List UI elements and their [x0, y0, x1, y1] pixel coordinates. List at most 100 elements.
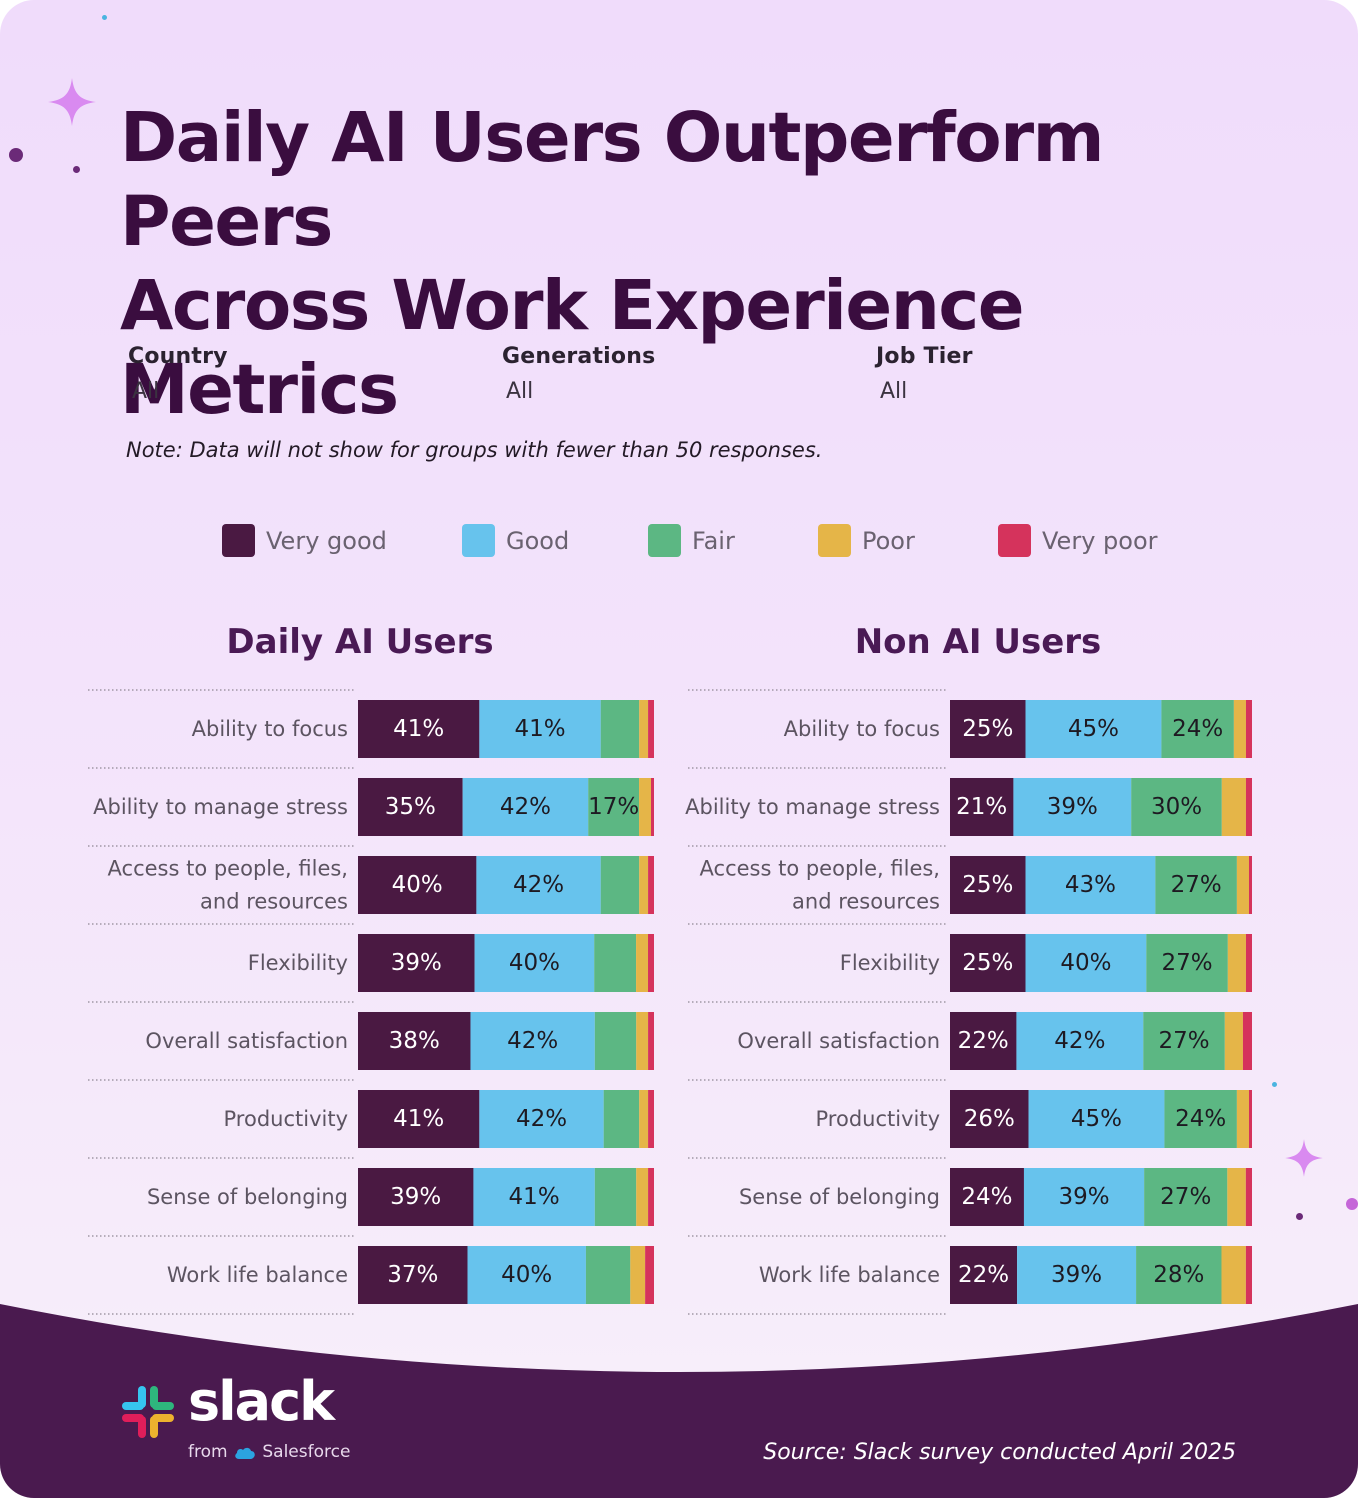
- bar-segment: [636, 934, 649, 992]
- category-label: Flexibility: [840, 951, 940, 975]
- bar-segment: [594, 1168, 637, 1226]
- bar-segment: [1025, 856, 1156, 914]
- bar-segment: [1164, 1090, 1237, 1148]
- data-label: 40%: [509, 950, 560, 976]
- filter-value[interactable]: All: [880, 379, 908, 404]
- sparkle-icon: [1285, 1139, 1323, 1177]
- category-label: Productivity: [224, 1107, 349, 1131]
- bar-segment: [1233, 700, 1246, 758]
- data-label: 25%: [962, 950, 1013, 976]
- bar-segment: [950, 1168, 1024, 1226]
- bar-segment: [1245, 934, 1252, 992]
- bar-segment: [1221, 1246, 1246, 1304]
- category-label: Overall satisfaction: [737, 1029, 940, 1053]
- legend-swatch: [462, 524, 495, 557]
- bar-segment: [1144, 1168, 1228, 1226]
- filter-value[interactable]: All: [506, 379, 534, 404]
- bar-segment: [1016, 1012, 1144, 1070]
- bar-segment: [648, 856, 654, 914]
- bar-segment: [462, 778, 589, 836]
- bar-segment: [648, 934, 654, 992]
- legend-item: Poor: [818, 524, 915, 557]
- from-salesforce: from Salesforce: [188, 1442, 350, 1462]
- stacked-bar-chart: Ability to focus 41% 41% Ability to manage …: [88, 689, 654, 1315]
- bar-segment: [1155, 856, 1237, 914]
- legend-label: Very poor: [1042, 526, 1158, 555]
- bar-segment: [1245, 700, 1252, 758]
- data-label: 22%: [958, 1028, 1009, 1054]
- data-label: 24%: [961, 1184, 1012, 1210]
- title-line-1: Daily AI Users Outperform Peers: [120, 98, 1105, 262]
- bar-segment: [476, 856, 601, 914]
- data-label: 39%: [390, 1184, 441, 1210]
- category-label: Work life balance: [167, 1263, 348, 1287]
- bar-segment: [358, 1090, 480, 1148]
- sparkle-icon: [48, 78, 96, 126]
- bar-segment: [358, 1168, 474, 1226]
- data-label: 30%: [1151, 794, 1202, 820]
- data-label: 41%: [509, 1184, 560, 1210]
- bar-segment: [639, 1090, 649, 1148]
- data-label: 40%: [392, 872, 443, 898]
- bar-segment: [648, 1168, 654, 1226]
- bar-segment: [1224, 1012, 1243, 1070]
- data-label: 41%: [514, 716, 565, 742]
- bar-segment: [1017, 1246, 1137, 1304]
- data-note: Note: Data will not show for groups with…: [126, 438, 823, 462]
- bar-segment: [1025, 700, 1162, 758]
- category-label: Access to people, files,: [700, 857, 940, 881]
- legend-item: Fair: [648, 524, 735, 557]
- bar-segment: [648, 700, 654, 758]
- bar-segment: [1146, 934, 1228, 992]
- bar-segment: [594, 1012, 637, 1070]
- panel-title-non-ai-users: Non AI Users: [854, 622, 1102, 662]
- filter-generations[interactable]: Generations All: [502, 344, 655, 404]
- bar-segment: [470, 1012, 595, 1070]
- bar-segment: [639, 778, 652, 836]
- bar-segment: [467, 1246, 586, 1304]
- data-label: 37%: [387, 1262, 438, 1288]
- bar-segment: [1013, 778, 1132, 836]
- legend-item: Very poor: [998, 524, 1158, 557]
- bar-segment: [645, 1246, 654, 1304]
- bar-segment: [600, 700, 640, 758]
- bar-segment: [1242, 1012, 1252, 1070]
- category-label: Ability to manage stress: [93, 795, 348, 819]
- filter-job-tier[interactable]: Job Tier All: [876, 344, 973, 404]
- data-label: 24%: [1172, 716, 1223, 742]
- legend-label: Good: [506, 526, 570, 555]
- dot-decoration: [102, 15, 107, 20]
- data-label: 42%: [513, 872, 564, 898]
- bar-segment: [950, 934, 1026, 992]
- bar-segment: [358, 934, 475, 992]
- category-label: and resources: [792, 890, 940, 914]
- dot-decoration: [9, 148, 23, 162]
- bar-segment: [1248, 1090, 1252, 1148]
- slack-wordmark: slack: [188, 1370, 335, 1433]
- category-label: Overall satisfaction: [145, 1029, 348, 1053]
- filter-country[interactable]: Country All: [128, 344, 228, 404]
- category-label: Sense of belonging: [147, 1185, 348, 1209]
- stacked-bar-chart: Ability to focus 25% 45% 24% Ability to mana…: [685, 689, 1252, 1315]
- data-label: 24%: [1175, 1106, 1226, 1132]
- bar-segment: [1023, 1168, 1145, 1226]
- bar-segment: [636, 1012, 649, 1070]
- from-company: Salesforce: [262, 1442, 351, 1462]
- legend-label: Fair: [692, 526, 735, 555]
- bar-segment: [594, 934, 637, 992]
- legend-swatch: [998, 524, 1031, 557]
- data-label: 40%: [1060, 950, 1111, 976]
- legend-label: Poor: [862, 526, 915, 555]
- bar-segment: [648, 1090, 654, 1148]
- data-label: 42%: [507, 1028, 558, 1054]
- bar-segment: [473, 1168, 595, 1226]
- dot-decoration: [1272, 1082, 1277, 1087]
- bar-segment: [1161, 700, 1234, 758]
- data-label: 45%: [1071, 1106, 1122, 1132]
- data-label: 21%: [956, 794, 1007, 820]
- bar-segment: [950, 1090, 1029, 1148]
- category-label: Ability to focus: [784, 717, 940, 741]
- filter-value[interactable]: All: [132, 379, 160, 404]
